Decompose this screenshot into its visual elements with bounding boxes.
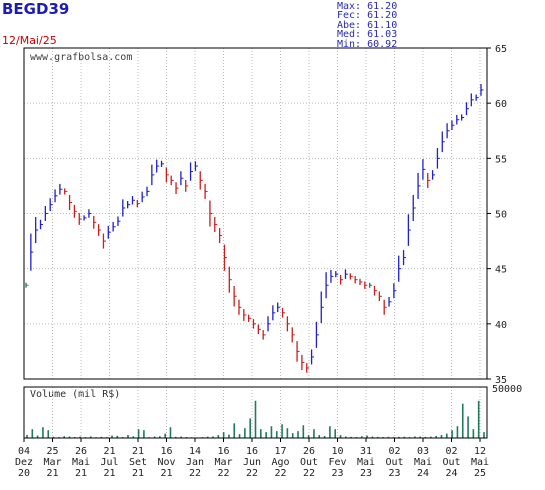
x-axis-ticks: 04Dez2025Mar2126Mai2121Jul2121Set2116Nov… <box>15 438 489 479</box>
x-tick-label: 12 <box>474 446 486 457</box>
stats-box: Max: 61.20 Fec: 61.20 Abe: 61.10 Med: 61… <box>337 1 398 50</box>
x-tick-label: Jul <box>100 457 118 468</box>
x-tick-label: 23 <box>360 468 372 479</box>
volume-panel-frame <box>23 386 488 439</box>
y-tick-label: 45 <box>495 265 507 276</box>
x-tick-label: 22 <box>246 468 258 479</box>
x-tick-label: Fev <box>328 457 346 468</box>
x-tick-label: Jun <box>243 457 261 468</box>
y-tick-label: 40 <box>495 320 507 331</box>
x-tick-label: 16 <box>217 446 229 457</box>
x-tick-label: 03 <box>417 446 429 457</box>
x-tick-label: 16 <box>246 446 258 457</box>
x-tick-label: 21 <box>103 446 115 457</box>
x-tick-label: Mar <box>43 457 61 468</box>
x-tick-label: Out <box>385 457 403 468</box>
x-tick-label: 31 <box>360 446 372 457</box>
x-tick-label: 22 <box>303 468 315 479</box>
x-tick-label: 02 <box>445 446 457 457</box>
x-tick-label: 14 <box>189 446 201 457</box>
x-tick-label: Out <box>300 457 318 468</box>
chart-date: 12/Mai/25 <box>2 34 57 47</box>
x-tick-label: 22 <box>274 468 286 479</box>
volume-max-label: 50000 <box>492 384 522 395</box>
x-tick-label: 21 <box>46 468 58 479</box>
stat-avg: Med: 61.03 <box>337 29 398 41</box>
x-tick-label: 10 <box>331 446 343 457</box>
x-tick-label: 22 <box>217 468 229 479</box>
x-tick-label: Dez <box>15 457 33 468</box>
x-tick-label: 21 <box>103 468 115 479</box>
x-tick-label: 25 <box>46 446 58 457</box>
plot-frame <box>23 47 488 439</box>
price-series <box>25 84 484 373</box>
x-tick-label: 24 <box>445 468 457 479</box>
x-tick-label: 23 <box>331 468 343 479</box>
x-tick-label: Mai <box>414 457 432 468</box>
x-tick-label: Set <box>129 457 147 468</box>
x-tick-label: 21 <box>132 468 144 479</box>
x-tick-label: 21 <box>75 468 87 479</box>
x-tick-label: Nov <box>157 457 175 468</box>
y-tick-label: 60 <box>495 99 507 110</box>
stat-open: Abe: 61.10 <box>337 19 398 31</box>
volume-bars <box>26 400 485 438</box>
y-tick-label: 65 <box>495 44 507 55</box>
volume-title: Volume (mil R$) <box>30 389 121 400</box>
stat-min: Min: 60.92 <box>337 38 398 50</box>
x-tick-label: 24 <box>417 468 429 479</box>
x-tick-label: 02 <box>388 446 400 457</box>
x-tick-label: Ago <box>271 457 289 468</box>
grid-lines <box>24 48 487 438</box>
x-tick-label: 21 <box>132 446 144 457</box>
x-tick-label: 16 <box>160 446 172 457</box>
x-tick-label: 25 <box>474 468 486 479</box>
y-axis-ticks: 35 40 45 50 55 60 65 50000 <box>487 44 522 395</box>
x-tick-label: Mai <box>72 457 90 468</box>
x-tick-label: Jan <box>186 457 204 468</box>
x-tick-label: Mai <box>357 457 375 468</box>
x-tick-label: 26 <box>303 446 315 457</box>
x-tick-label: 22 <box>189 468 201 479</box>
stat-close: Fec: 61.20 <box>337 10 398 22</box>
x-tick-label: 21 <box>160 468 172 479</box>
x-tick-label: Mar <box>214 457 232 468</box>
stat-max: Max: 61.20 <box>337 1 398 12</box>
y-tick-label: 55 <box>495 154 507 165</box>
ticker-symbol: BEGD39 <box>2 0 70 18</box>
y-tick-label: 50 <box>495 210 507 221</box>
x-tick-label: 23 <box>388 468 400 479</box>
x-tick-label: Mai <box>471 457 489 468</box>
x-tick-label: Out <box>442 457 460 468</box>
x-tick-label: 20 <box>18 468 30 479</box>
x-tick-label: 17 <box>274 446 286 457</box>
x-tick-label: 26 <box>75 446 87 457</box>
y-tick-label: 35 <box>495 375 507 386</box>
x-tick-label: 04 <box>18 446 30 457</box>
